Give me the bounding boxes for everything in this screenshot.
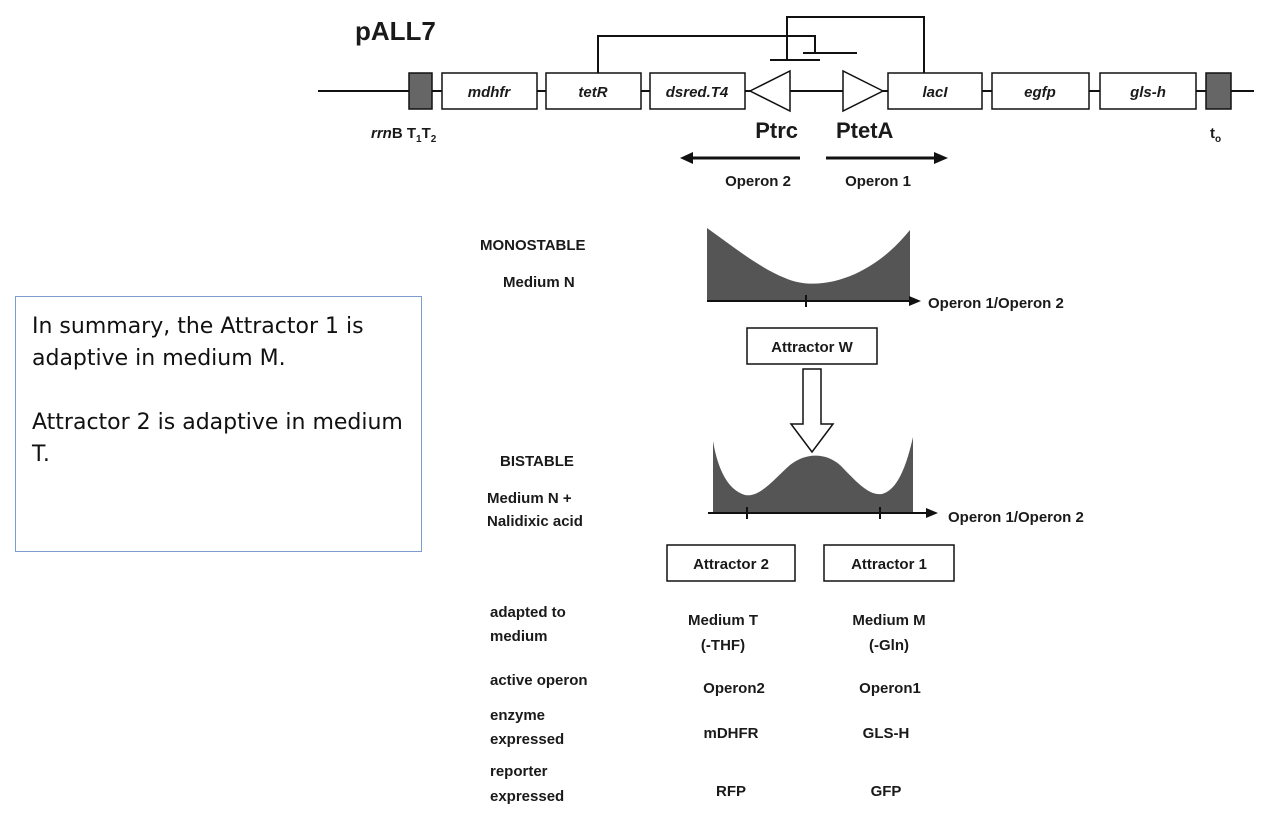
- attractor-w-box: [746, 327, 878, 365]
- bistable-landscape: [713, 437, 913, 513]
- monostable-medium: Medium N: [503, 274, 575, 291]
- row-enzyme-label-2: expressed: [490, 731, 564, 748]
- bistable-medium-line1: Medium N +: [487, 490, 572, 507]
- gene-label-dsred: dsred.T4: [666, 84, 729, 101]
- row-adapted-a2-2: (-THF): [701, 637, 745, 654]
- ptrc-promoter-triangle: [748, 69, 791, 113]
- operon2-arrow-head: [680, 152, 693, 164]
- row-reporter-a2: RFP: [716, 783, 746, 800]
- gene-box-glsh: [1099, 72, 1197, 110]
- row-adapted-label-1: adapted to: [490, 604, 566, 621]
- ptetA-label: PtetA: [836, 118, 894, 143]
- gene-label-glsh: gls-h: [1129, 84, 1166, 101]
- terminator-left-label: rrnB T1T2: [371, 125, 437, 145]
- gene-box-egfp: [991, 72, 1090, 110]
- gene-box-mdhfr: [441, 72, 538, 110]
- gene-label-mdhfr: mdhfr: [468, 84, 512, 101]
- row-reporter-label-1: reporter: [490, 763, 548, 780]
- ptrc-label: Ptrc: [755, 118, 798, 143]
- gene-box-laci: [887, 72, 983, 110]
- summary-line-1: In summary, the Attractor 1 is adaptive …: [32, 314, 364, 371]
- row-enzyme-label-1: enzyme: [490, 707, 545, 724]
- monostable-axis-label: Operon 1/Operon 2: [928, 295, 1064, 312]
- tetr-repression-line: [597, 35, 816, 73]
- row-operon-label: active operon: [490, 672, 588, 689]
- operon1-arrow-head: [934, 152, 948, 164]
- row-reporter-a1: GFP: [871, 783, 902, 800]
- attractor-2-box: [666, 544, 796, 582]
- bistable-axis-label: Operon 1/Operon 2: [948, 509, 1084, 526]
- row-enzyme-a2: mDHFR: [704, 725, 759, 742]
- gene-box-tetr: [545, 72, 642, 110]
- row-reporter-label-2: expressed: [490, 788, 564, 805]
- gene-box-dsred: [649, 72, 746, 110]
- terminator-right-block: [1205, 72, 1232, 110]
- attractor-2-label: Attractor 2: [693, 556, 769, 573]
- operon1-label: Operon 1: [845, 173, 911, 190]
- row-adapted-a1-2: (-Gln): [869, 637, 909, 654]
- bistable-medium-line2: Nalidixic acid: [487, 513, 583, 530]
- bistable-title: BISTABLE: [500, 453, 574, 470]
- laci-repression-line: [786, 16, 925, 73]
- row-enzyme-a1: GLS-H: [863, 725, 910, 742]
- row-adapted-a2-1: Medium T: [688, 612, 758, 629]
- transition-arrow: [789, 368, 835, 454]
- row-adapted-a1-1: Medium M: [852, 612, 925, 629]
- attractor-1-box: [823, 544, 955, 582]
- row-operon-a2: Operon2: [703, 680, 765, 697]
- bistable-axis-arrow: [926, 508, 938, 518]
- gene-label-laci: lacI: [922, 84, 948, 101]
- row-adapted-label-2: medium: [490, 628, 548, 645]
- summary-line-2: Attractor 2 is adaptive in medium T.: [32, 410, 403, 467]
- attractor-w-label: Attractor W: [771, 339, 854, 356]
- terminator-right-label: to: [1210, 125, 1221, 145]
- gene-label-egfp: egfp: [1024, 84, 1056, 101]
- summary-box: In summary, the Attractor 1 is adaptive …: [15, 296, 422, 552]
- operon2-label: Operon 2: [725, 173, 791, 190]
- monostable-landscape: [707, 228, 910, 301]
- row-operon-a1: Operon1: [859, 680, 921, 697]
- monostable-axis-arrow: [909, 296, 921, 306]
- ptetA-promoter-triangle: [842, 69, 885, 113]
- attractor-1-label: Attractor 1: [851, 556, 927, 573]
- gene-label-tetr: tetR: [578, 84, 607, 101]
- plasmid-name: pALL7: [355, 16, 436, 46]
- monostable-title: MONOSTABLE: [480, 237, 586, 254]
- terminator-left-block: [408, 72, 433, 110]
